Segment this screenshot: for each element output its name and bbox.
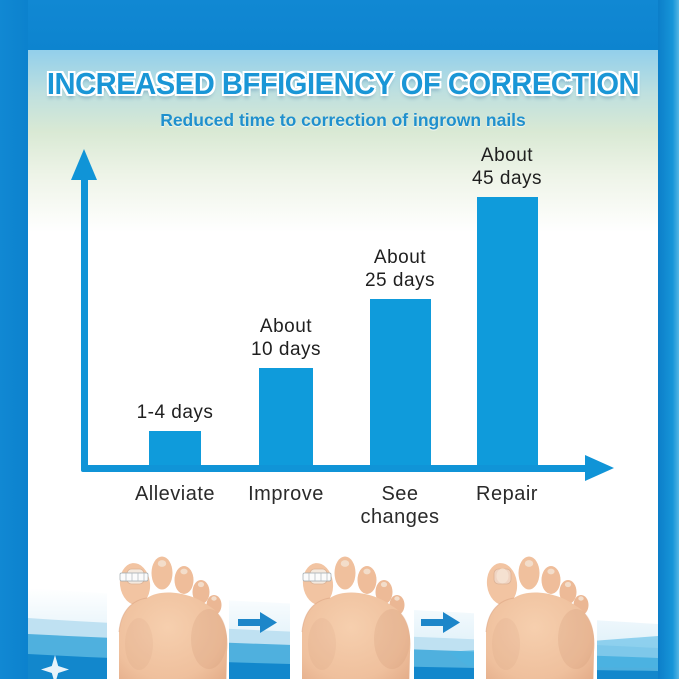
category-label-alleviate: Alleviate: [134, 483, 216, 505]
bar-alleviate: [149, 431, 201, 465]
x-axis-arrowhead: [585, 455, 614, 481]
category-label-improve: Improve: [248, 483, 324, 505]
frame-border-top: [0, 0, 679, 50]
bar-repair: [476, 197, 538, 465]
sparkle-star: [41, 655, 69, 684]
category-label-see-changes: See changes: [360, 483, 440, 528]
bar-value-label: 1-4 days: [136, 401, 214, 423]
frame-border-right: [658, 0, 679, 679]
content-area: INCREASED BFFIGIENCY OF CORRECTION Reduc…: [28, 50, 658, 684]
progress-photos-graphic: [28, 540, 658, 684]
frame-border-left: [0, 0, 28, 679]
bar-value-label: About 10 days: [250, 316, 322, 360]
category-label-repair: Repair: [476, 483, 538, 505]
bar-value-label: About 45 days: [471, 145, 543, 189]
bar-see-changes: [369, 299, 431, 465]
bar-chart: 1-4 days Alleviate About 10 days Improve Abou…: [28, 50, 658, 540]
y-axis-line: [81, 178, 88, 471]
foot-photo-healing-nail-with-correction-patch: [290, 546, 414, 679]
y-axis-arrowhead: [71, 149, 97, 180]
foot-photo-ingrown-nail-with-correction-patch: [107, 546, 229, 679]
progress-photos-strip: [28, 540, 658, 684]
progress-arrow-icon: [238, 612, 277, 633]
bar-improve: [259, 368, 313, 465]
page-subtitle: Reduced time to correction of ingrown na…: [160, 110, 526, 130]
page-title: INCREASED BFFIGIENCY OF CORRECTION: [46, 66, 640, 101]
bar-value-label: About 25 days: [364, 247, 436, 291]
foot-photo-healed-nail: [474, 546, 597, 679]
progress-arrow-icon: [421, 612, 460, 633]
x-axis-line: [81, 465, 587, 472]
